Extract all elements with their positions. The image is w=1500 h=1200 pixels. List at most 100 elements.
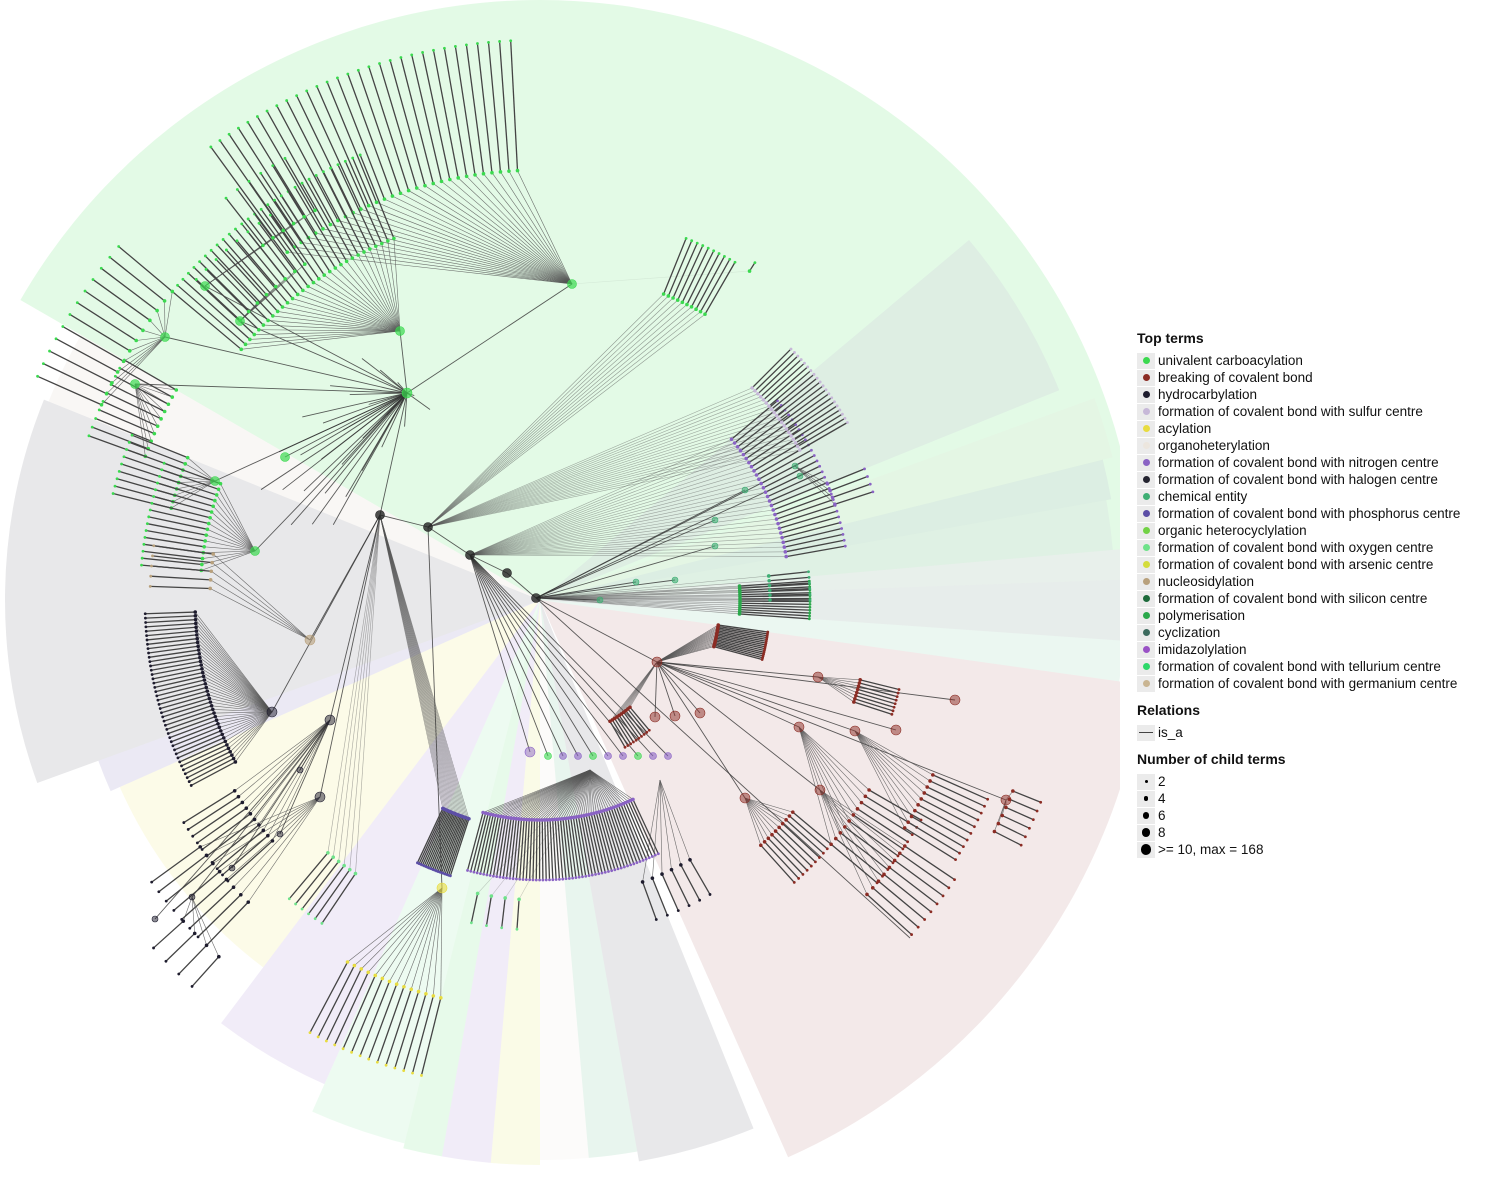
edge xyxy=(382,887,443,979)
edge xyxy=(535,465,796,599)
leaf-stem xyxy=(610,807,632,866)
edge xyxy=(287,251,573,285)
leaf-stem xyxy=(781,389,827,423)
edge xyxy=(466,176,573,285)
edge xyxy=(209,698,273,713)
edge xyxy=(580,769,591,817)
leaf-stem xyxy=(433,814,457,871)
leaf-node xyxy=(509,39,513,43)
leaf-node xyxy=(380,241,384,246)
leaf-node xyxy=(489,894,494,898)
edge xyxy=(427,299,678,528)
edge xyxy=(589,769,619,806)
edge xyxy=(204,245,264,287)
leaf-stem xyxy=(763,362,805,401)
leaf-node xyxy=(842,538,846,542)
leaf-node xyxy=(574,876,578,880)
edge xyxy=(191,896,196,934)
edge xyxy=(134,383,162,419)
leaf-stem xyxy=(411,54,443,182)
edge xyxy=(589,769,617,807)
leaf-node xyxy=(269,213,272,217)
edge xyxy=(309,514,381,641)
legend-item-top-term: breaking of covalent bond xyxy=(1137,369,1497,386)
leaf-stem xyxy=(790,405,838,437)
leaf-stem xyxy=(651,877,668,916)
leaf-node xyxy=(209,703,214,708)
leaf-node xyxy=(787,430,791,435)
edge xyxy=(335,267,401,332)
tree-node xyxy=(276,830,284,838)
leaf-stem xyxy=(769,582,810,587)
legend-item-top-term: formation of covalent bond with arsenic … xyxy=(1137,556,1497,573)
edge xyxy=(294,246,573,285)
leaf-node xyxy=(833,836,838,841)
leaf-node xyxy=(209,145,213,149)
edge xyxy=(389,887,443,982)
leaf-node xyxy=(246,309,251,314)
legend-item-top-term: organic heterocyclylation xyxy=(1137,522,1497,539)
leaf-node xyxy=(305,89,309,93)
edge xyxy=(744,797,776,832)
edge xyxy=(332,392,408,525)
leaf-node xyxy=(488,874,492,877)
leaf-node xyxy=(148,660,152,664)
leaf-node xyxy=(366,203,371,208)
leaf-node xyxy=(511,877,515,881)
leaf-stem xyxy=(191,956,220,987)
leaf-node xyxy=(777,417,782,421)
edge xyxy=(324,392,408,494)
leaf-stem xyxy=(832,483,871,498)
leaf-node xyxy=(206,693,211,697)
legend-label: polymerisation xyxy=(1158,608,1246,623)
edge xyxy=(535,597,740,615)
leaf-node xyxy=(856,684,861,689)
leaf-node xyxy=(503,896,507,900)
leaf-node xyxy=(160,468,164,472)
leaf-node xyxy=(653,853,657,857)
leaf-stem xyxy=(739,583,810,589)
legend-key xyxy=(1137,352,1155,369)
leaf-stem xyxy=(446,817,467,875)
edge xyxy=(211,511,256,552)
leaf-stem xyxy=(572,817,584,877)
leaf-stem xyxy=(567,818,577,878)
leaf-stem xyxy=(575,816,587,877)
leaf-node xyxy=(246,230,250,234)
leaf-node xyxy=(798,448,802,452)
leaf-stem xyxy=(256,116,324,230)
legend-item-top-term: formation of covalent bond with sulfur c… xyxy=(1137,403,1497,420)
tree-node xyxy=(324,714,336,726)
leaf-node xyxy=(356,68,360,72)
leaf-stem xyxy=(535,819,538,880)
tree-node xyxy=(649,752,657,760)
tree-node xyxy=(160,332,170,342)
edge xyxy=(210,588,311,641)
leaf-node xyxy=(793,351,796,354)
leaf-node xyxy=(122,358,126,362)
legend-key xyxy=(1137,403,1155,420)
leaf-node xyxy=(616,867,620,871)
leaf-node xyxy=(626,744,630,747)
leaf-node xyxy=(779,531,783,535)
edge xyxy=(349,514,381,870)
leaf-stem xyxy=(911,815,964,848)
leaf-node xyxy=(808,614,811,618)
leaf-node xyxy=(935,902,939,906)
leaf-stem xyxy=(416,808,444,864)
legend-item-size: >= 10, max = 168 xyxy=(1137,841,1497,858)
leaf-node xyxy=(698,309,703,314)
leaf-node xyxy=(762,839,767,844)
legend-row-relation: is_a xyxy=(1137,724,1497,741)
leaf-stem xyxy=(186,754,233,779)
leaf-node xyxy=(923,918,927,921)
leaf-stem xyxy=(188,758,234,783)
edge xyxy=(206,687,273,713)
leaf-stem xyxy=(216,829,264,870)
leaf-node xyxy=(910,933,913,936)
leaf-node xyxy=(763,490,768,494)
edge xyxy=(659,779,682,865)
leaf-stem xyxy=(689,859,711,895)
leaf-stem xyxy=(489,816,502,876)
leaf-stem xyxy=(623,711,643,737)
